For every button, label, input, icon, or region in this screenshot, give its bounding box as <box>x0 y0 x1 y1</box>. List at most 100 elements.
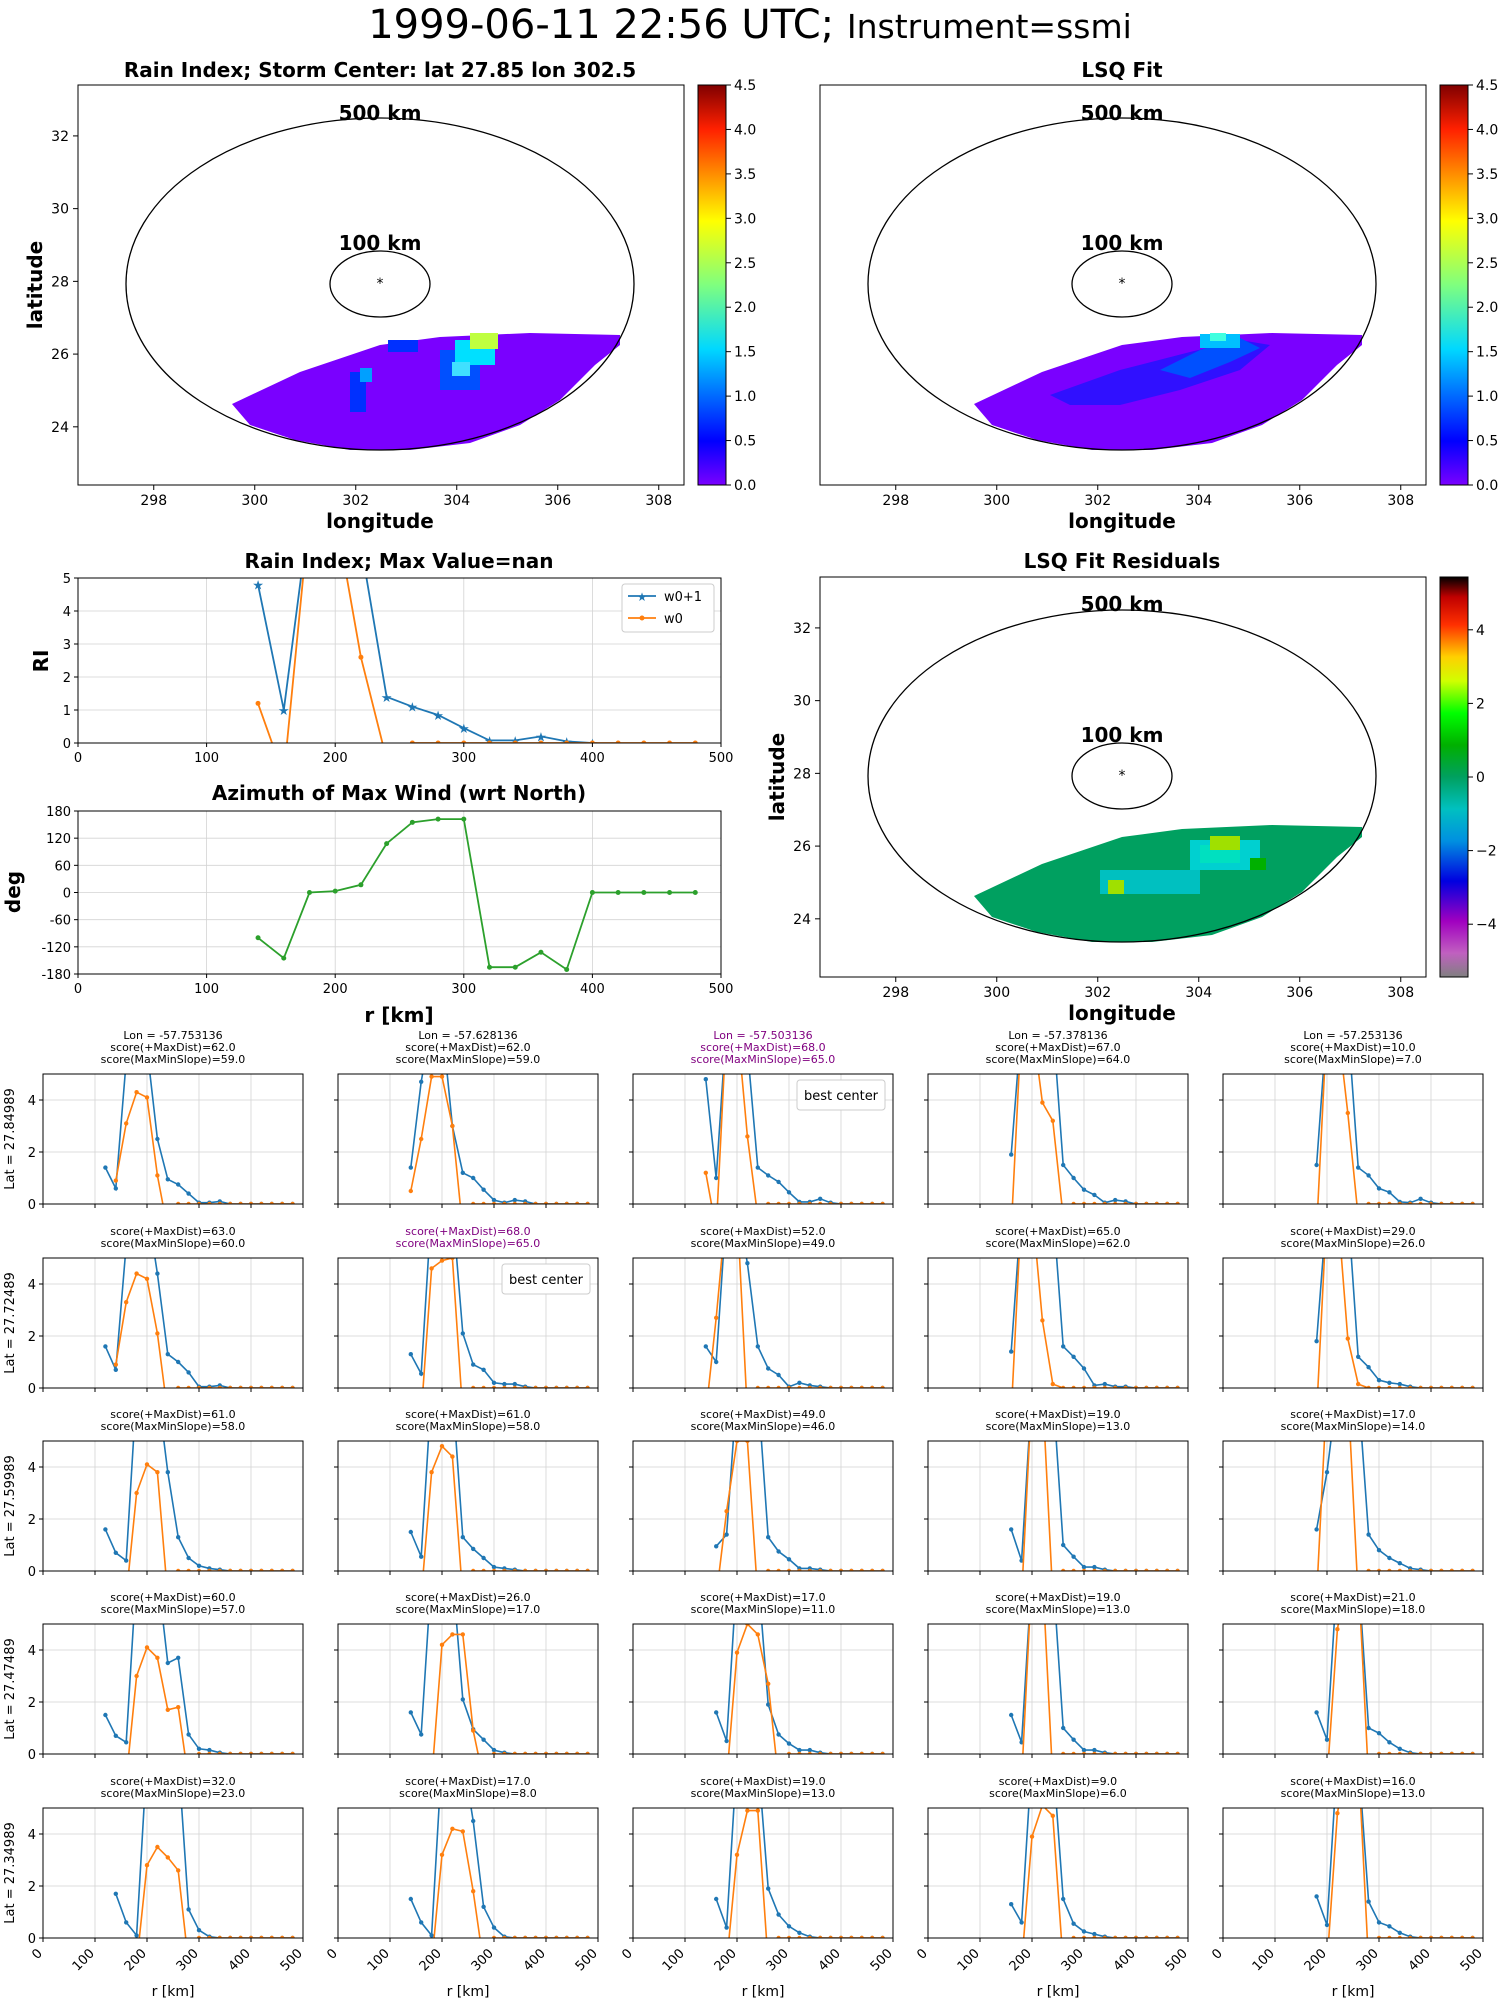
data-point <box>176 1201 181 1204</box>
y-tick-label: 4 <box>28 1828 36 1843</box>
data-point <box>1154 1201 1159 1204</box>
series-azimuth-line <box>257 818 696 971</box>
data-point <box>1144 1385 1149 1388</box>
data-point <box>1376 1385 1382 1388</box>
data-point <box>1009 1902 1014 1907</box>
data-point <box>1123 1935 1128 1938</box>
candidate-panel: score(+MaxDist)=68.0score(MaxMinSlope)=6… <box>334 1225 599 1392</box>
data-point <box>1428 1751 1434 1754</box>
data-point <box>502 1568 507 1571</box>
data-point <box>1113 1201 1118 1204</box>
data-point <box>641 740 647 743</box>
data-point <box>1397 1561 1403 1566</box>
panel-score-maxdist: score(+MaxDist)=19.0 <box>995 1408 1120 1421</box>
data-point <box>1387 1201 1392 1204</box>
data-point <box>849 1385 854 1388</box>
data-point <box>714 1896 719 1902</box>
ring-500km <box>867 609 1377 943</box>
candidate-panel: score(+MaxDist)=52.0score(MaxMinSlope)=4… <box>629 1225 894 1392</box>
series-layer <box>408 1624 590 1754</box>
data-point <box>1071 1921 1076 1926</box>
data-point <box>1397 1930 1403 1936</box>
data-point <box>450 1826 455 1832</box>
data-point <box>502 1201 507 1204</box>
panel-lon-label: Lon = -57.378136 <box>1008 1029 1107 1042</box>
data-point <box>1050 1381 1056 1387</box>
map-x-ticks: 298 300 302 304 306 308 <box>882 977 1414 1001</box>
data-point <box>543 1201 549 1204</box>
series-w0p1-line <box>1315 1808 1473 1938</box>
plot-frame <box>42 1623 304 1755</box>
data-point <box>880 1385 885 1388</box>
data-point <box>807 1751 812 1754</box>
plot-area <box>43 1808 303 1938</box>
plot-frame <box>632 1073 894 1205</box>
data-point <box>1397 1201 1402 1204</box>
data-point <box>186 1201 191 1204</box>
data-point <box>186 1732 191 1737</box>
data-point <box>1102 1751 1107 1754</box>
data-point <box>1165 1751 1170 1754</box>
data-point <box>1009 1527 1014 1532</box>
legend-marker-w0p1: ★ <box>637 590 648 604</box>
data-point <box>491 1747 497 1753</box>
data-point <box>870 1935 875 1938</box>
series-layer <box>1314 1441 1475 1571</box>
data-point <box>481 1737 486 1742</box>
x-tick-label: 400 <box>1111 1946 1139 1974</box>
data-point <box>1397 1746 1403 1752</box>
rain-index-title: Rain Index; Max Value=nan <box>245 549 554 573</box>
data-point <box>491 1201 497 1204</box>
y-tick-label: -60 <box>50 914 71 929</box>
data-point <box>1071 1737 1076 1742</box>
colorbar-tick-label: 3.0 <box>1476 211 1498 227</box>
panel-score-maxdist: score(+MaxDist)=65.0 <box>995 1225 1120 1238</box>
data-point <box>144 1462 150 1467</box>
data-point <box>585 1935 590 1938</box>
data-point <box>429 1470 434 1475</box>
series-layer <box>408 1258 590 1388</box>
data-point <box>269 1935 274 1938</box>
data-point <box>113 1550 119 1556</box>
data-point <box>1470 1385 1475 1388</box>
data-point <box>554 1751 559 1754</box>
data-point <box>776 1179 781 1185</box>
data-point <box>1081 1929 1087 1934</box>
data-point <box>1154 1935 1159 1938</box>
data-point <box>450 1123 455 1129</box>
data-point <box>196 1928 202 1933</box>
data-point <box>1397 1385 1402 1388</box>
data-point <box>703 1344 708 1349</box>
panel-score-maxdist: score(+MaxDist)=52.0 <box>700 1225 825 1238</box>
data-point <box>880 1201 885 1204</box>
plot-frame <box>927 1623 1189 1755</box>
storm-center-marker: * <box>1119 768 1126 784</box>
data-point <box>1040 1100 1045 1105</box>
data-point <box>460 1829 465 1834</box>
panel-score-maxminslope: score(MaxMinSlope)=65.0 <box>396 1237 541 1250</box>
data-point <box>217 1201 222 1204</box>
series-w0p1-line <box>705 1258 883 1388</box>
series-w0-line <box>728 1809 883 1938</box>
x-tick-label: 300 <box>983 985 1010 1001</box>
data-point <box>1071 1385 1076 1388</box>
data-point <box>880 1568 885 1571</box>
plot-area <box>338 1441 598 1571</box>
panel-score-maxdist: score(+MaxDist)=10.0 <box>1290 1041 1415 1054</box>
y-tick-label: 1 <box>63 704 71 719</box>
data-point <box>186 1568 191 1571</box>
series-w0-line <box>127 1645 293 1754</box>
data-point <box>134 1490 139 1496</box>
data-point <box>766 1702 771 1707</box>
data-point <box>1366 1725 1371 1731</box>
series-layer <box>1314 1624 1475 1754</box>
data-point <box>512 1385 517 1388</box>
candidate-panel: 0 2 4 Lon = -57.753136score(+MaxDist)=62.0s… <box>3 1029 304 1213</box>
data-point <box>408 1710 413 1715</box>
panel-lon-label: Lon = -57.628136 <box>418 1029 517 1042</box>
candidate-panel: 0 100 200 300 400 500 score(+MaxDist)=16.0scor… <box>1209 1775 1485 2000</box>
panel-score-maxminslope: score(MaxMinSlope)=59.0 <box>396 1053 541 1066</box>
panel-score-maxminslope: score(MaxMinSlope)=60.0 <box>101 1237 246 1250</box>
data-point <box>766 1201 771 1204</box>
data-point <box>734 1852 740 1858</box>
